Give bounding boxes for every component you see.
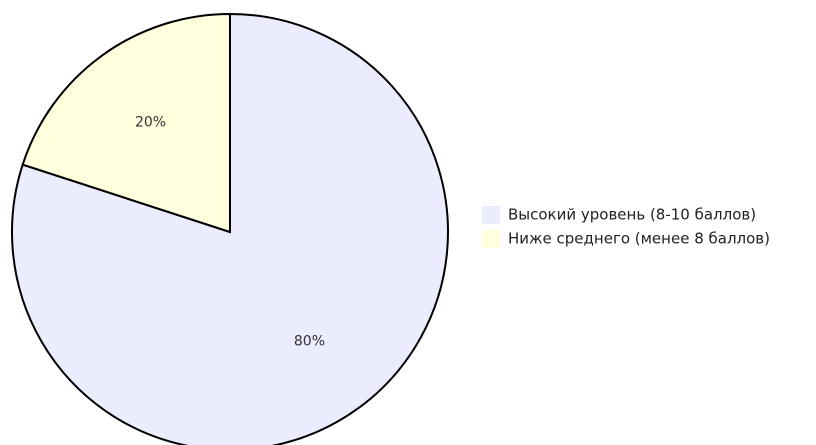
pie-slices — [11, 12, 449, 445]
legend-label: Ниже среднего (менее 8 баллов) — [508, 230, 770, 248]
slice-percent-label: 20% — [135, 115, 166, 131]
pie-slice-labels: 80% 20% — [135, 115, 325, 350]
pie-slice-below-average — [21, 12, 231, 234]
legend-swatch — [482, 230, 500, 248]
legend-swatch — [482, 206, 500, 224]
chart-legend: Высокий уровень (8-10 баллов) Ниже средне… — [482, 206, 770, 248]
legend-label: Высокий уровень (8-10 баллов) — [508, 206, 756, 224]
slice-percent-label: 80% — [294, 333, 325, 349]
